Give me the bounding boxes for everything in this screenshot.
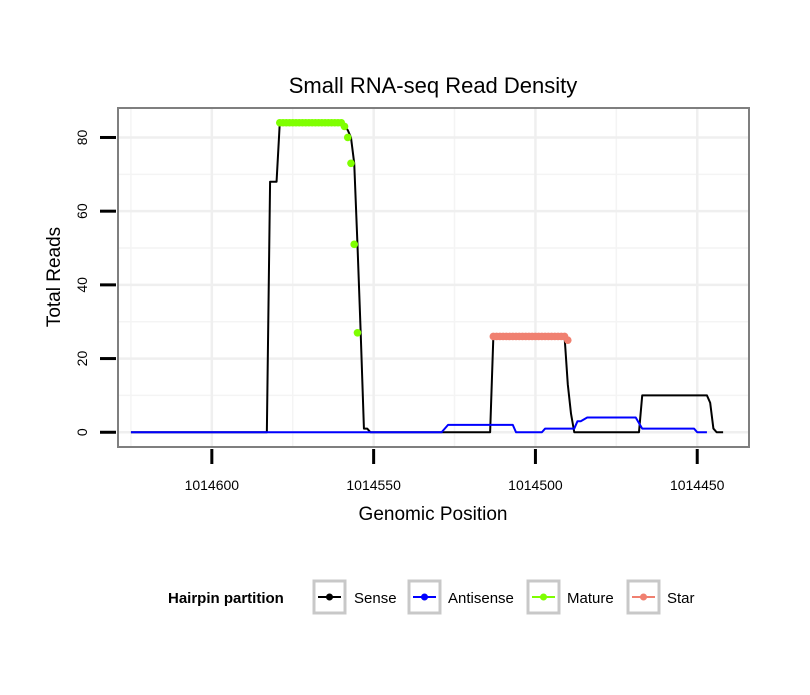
- x-tick-label: 1014500: [508, 477, 563, 493]
- axes: 1014600 1014550 1014500 1014450 0 20 40 60 80: [74, 129, 725, 493]
- series-layer: [130, 118, 724, 434]
- y-tick-label: 20: [74, 351, 90, 367]
- data-point-mature: [350, 240, 359, 249]
- legend-key-sense-dot: [326, 593, 333, 601]
- legend-item-sense: Sense: [312, 579, 397, 615]
- legend-key-mature-dot: [540, 593, 547, 601]
- y-tick-label: 40: [74, 277, 90, 293]
- legend-label-antisense: Antisense: [448, 590, 514, 607]
- legend-item-mature: Mature: [526, 579, 614, 615]
- plot-background: [118, 108, 749, 447]
- x-tick-label: 1014550: [346, 477, 401, 493]
- data-point-mature: [343, 133, 352, 142]
- plot-border: [117, 107, 750, 448]
- data-point-mature: [340, 122, 349, 131]
- legend-label-mature: Mature: [567, 590, 614, 607]
- grid-lines: [118, 108, 749, 447]
- legend-key-antisense-dot: [421, 593, 428, 601]
- y-axis-label: Total Reads: [44, 227, 65, 327]
- data-point-mature: [353, 328, 362, 337]
- y-tick-label: 0: [74, 428, 90, 436]
- data-point-mature: [347, 159, 355, 168]
- x-tick-label: 1014600: [185, 477, 240, 493]
- legend-key-star-dot: [640, 593, 647, 601]
- series-line-antisense: [130, 416, 707, 434]
- data-point-star: [563, 336, 572, 344]
- legend-item-antisense: Antisense: [407, 579, 514, 615]
- legend-label-sense: Sense: [354, 590, 397, 607]
- y-tick-label: 80: [74, 129, 90, 145]
- x-axis-label: Genomic Position: [359, 504, 508, 525]
- y-tick-label: 60: [74, 203, 90, 219]
- chart-title: Small RNA-seq Read Density: [289, 73, 578, 98]
- legend-label-star: Star: [667, 590, 695, 607]
- legend-title: Hairpin partition: [168, 590, 284, 607]
- legend-item-star: Star: [626, 579, 695, 615]
- x-tick-label: 1014450: [670, 477, 725, 493]
- legend: Hairpin partition Sense Antisense Mature…: [168, 579, 695, 615]
